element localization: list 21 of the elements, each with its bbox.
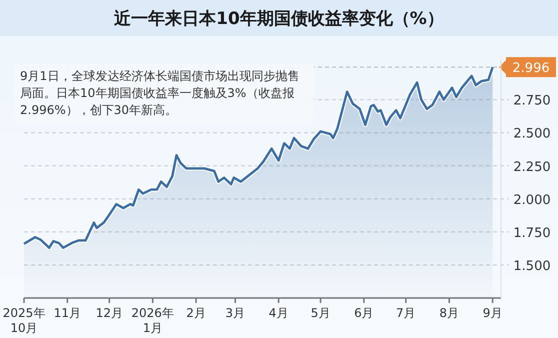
x-tick-label: 4月 — [268, 306, 288, 320]
annotation: 9月1日，全球发达经济体长端国债市场出现同步抛售局面。日本10年期国债收益率一度触及3%（收盘报2.996%），创下30年新高。 — [20, 69, 300, 117]
x-tick-label: 6月 — [354, 306, 374, 320]
y-tick-label: 1.500 — [513, 258, 551, 274]
y-tick-label: 2.500 — [513, 126, 551, 142]
x-tick-label: 2026年 1月 — [131, 306, 174, 335]
x-tick-label: 5月 — [310, 306, 330, 320]
x-tick-label: 2025年 10月 — [2, 306, 46, 335]
ref-line-label: 2.996 — [512, 61, 550, 76]
y-tick-label: 2.250 — [513, 160, 551, 175]
x-tick-label: 2月 — [186, 306, 206, 320]
chart-title: 近一年来日本10年期国债收益率变化（%） — [113, 9, 444, 29]
x-tick-label: 3月 — [225, 306, 246, 320]
x-tick-label: 8月 — [439, 306, 460, 320]
x-tick-label: 11月 — [54, 306, 82, 320]
x-tick-label: 12月 — [96, 306, 123, 320]
y-tick-label: 2.000 — [513, 192, 551, 208]
y-tick-label: 1.750 — [513, 226, 551, 241]
y-tick-label: 2.750 — [513, 94, 551, 109]
x-tick-label: 7月 — [396, 306, 416, 320]
x-tick-label: 9月 — [482, 306, 502, 320]
